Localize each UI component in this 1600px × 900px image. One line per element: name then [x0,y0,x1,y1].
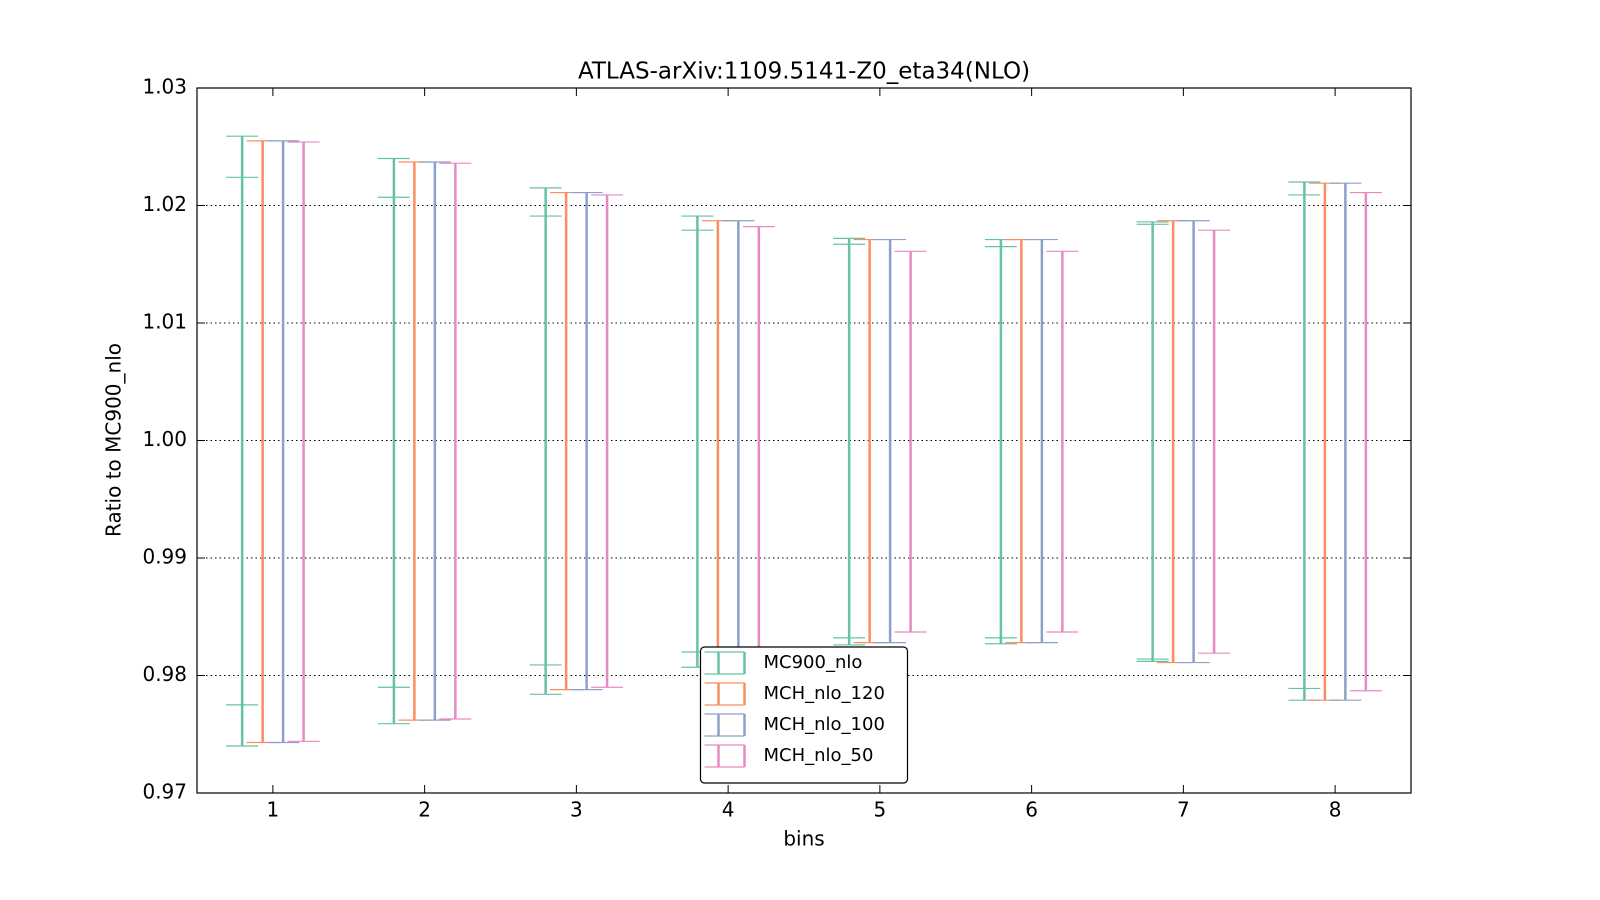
legend-label: MC900_nlo [764,652,863,673]
y-tick-label: 1.00 [142,427,187,451]
x-tick-label: 4 [722,798,735,822]
x-tick-label: 6 [1025,798,1038,822]
legend-label: MCH_nlo_50 [764,745,874,766]
y-axis-label: Ratio to MC900_nlo [102,343,126,537]
x-tick-label: 5 [874,798,887,822]
x-tick-label: 7 [1177,798,1190,822]
legend-box [699,646,909,784]
y-tick-label: 0.99 [142,545,187,569]
x-tick-label: 1 [267,798,280,822]
y-tick-label: 0.97 [142,780,187,804]
x-axis-label: bins [783,827,824,851]
y-tick-label: 1.01 [142,310,187,334]
y-tick-label: 1.03 [142,75,187,99]
y-tick-label: 0.98 [142,662,187,686]
legend-label: MCH_nlo_120 [764,683,885,704]
legend-label: MCH_nlo_100 [764,714,885,735]
x-tick-label: 3 [570,798,583,822]
x-tick-label: 8 [1329,798,1342,822]
plot-frame [196,87,1412,794]
chart-title: ATLAS-arXiv:1109.5141-Z0_eta34(NLO) [578,59,1030,85]
y-tick-label: 1.02 [142,192,187,216]
x-tick-label: 2 [418,798,431,822]
